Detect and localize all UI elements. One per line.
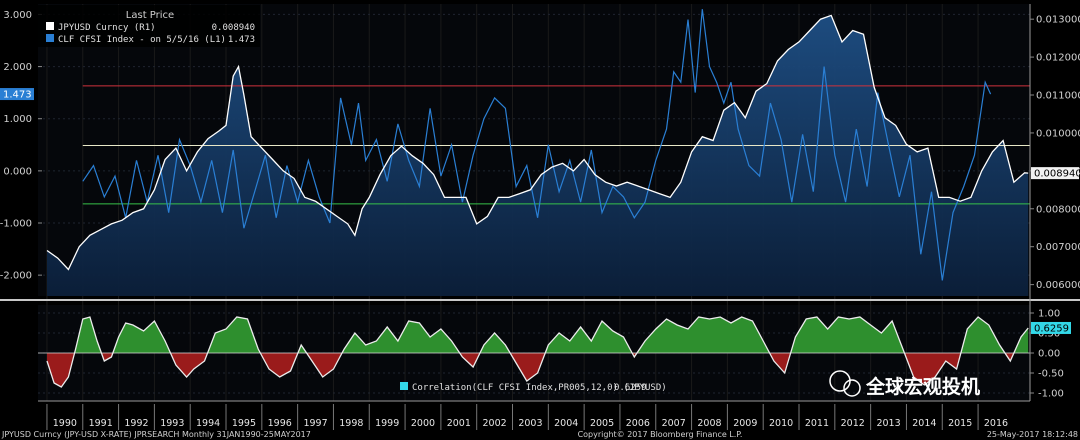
x-tick-label: 1994 [196,418,220,429]
x-tick-label: 1999 [375,418,399,429]
watermark: 全球宏观投机 [829,370,980,398]
x-tick-label: 2003 [518,418,542,429]
correlation-negative-area [47,353,1029,387]
wechat-icon-secondary [843,379,861,397]
x-tick-label: 2012 [841,418,865,429]
legend-swatch-cfsi [46,34,54,42]
x-tick-label: 1996 [268,418,292,429]
correlation-last-label: 0.6259 [1034,323,1069,334]
x-tick-label: 2011 [805,418,829,429]
x-tick-label: 1997 [303,418,327,429]
x-tick-label: 2000 [411,418,435,429]
watermark-text: 全球宏观投机 [865,375,980,398]
right-tick-label: 0.010000 [1036,128,1080,139]
left-tick-label: 2.000 [3,62,32,73]
x-tick-label: 1992 [124,418,148,429]
top-legend: Last Price JPYUSD Curncy (R1) 0.008940 C… [38,5,260,47]
cfsi-last-badge [0,88,34,101]
legend-swatch-jpyusd [46,22,54,30]
legend-jpyusd-name: JPYUSD Curncy (R1) [58,23,156,33]
right-tick-label: 0.012000 [1036,53,1080,64]
bottom-tick-label: 0.50 [1038,329,1060,340]
bottom-tick-label: 1.00 [1038,309,1060,320]
left-tick-label: 0.000 [3,166,32,177]
jpyusd-last-badge [1031,167,1079,180]
legend-correlation-value: 0.6259 [614,383,647,393]
x-tick-label: 1993 [160,418,184,429]
left-tick-label: 1.000 [3,114,32,125]
legend-swatch-correlation [400,382,408,390]
bottom-legend: Correlation(CLF CFSI Index,PR005,12,0) (… [400,382,667,393]
left-tick-label: -2.000 [0,271,32,282]
correlation-last-badge [1031,321,1071,334]
footer-right: 25-May-2017 18:12:48 [987,430,1078,439]
x-tick-label: 2010 [769,418,793,429]
bottom-tick-label: 0.00 [1038,349,1060,360]
left-tick-label: 3.000 [3,10,32,21]
bottom-tick-label: -0.50 [1038,369,1064,380]
bottom-tick-label: -1.00 [1038,389,1064,400]
footer-center: Copyright© 2017 Bloomberg Finance L.P. [578,430,743,439]
right-tick-label: 0.007000 [1036,242,1080,253]
cfsi-line [82,9,992,281]
right-tick-label: 0.006000 [1036,280,1080,291]
x-tick-label: 2008 [697,418,721,429]
x-tick-label: 2015 [948,418,972,429]
x-tick-label: 2004 [554,418,578,429]
left-tick-label: -1.000 [0,219,32,230]
legend-correlation-name: Correlation(CLF CFSI Index,PR005,12,0) (… [412,383,667,393]
cfsi-last-label: 1.473 [3,90,32,101]
legend-jpyusd-value: 0.008940 [212,23,255,33]
jpyusd-last-label: 0.008940 [1034,169,1080,180]
x-tick-label: 2016 [984,418,1008,429]
x-tick-label: 2009 [733,418,757,429]
x-tick-label: 2014 [912,418,936,429]
right-tick-label: 0.013000 [1036,15,1080,26]
legend-cfsi-name: CLF CFSI Index - on 5/5/16 (L1) [58,35,226,45]
jpyusd-line [46,14,1029,271]
legend-title: Last Price [126,10,174,21]
x-tick-label: 1995 [232,418,256,429]
x-tick-label: 2006 [626,418,650,429]
x-tick-label: 1990 [53,418,77,429]
x-tick-label: 1998 [339,418,363,429]
x-tick-label: 2002 [483,418,507,429]
legend-cfsi-value: 1.473 [228,35,255,45]
footer-left: JPYUSD Curncy (JPY-USD X-RATE) JPRSEARCH… [1,430,311,439]
right-tick-label: 0.008000 [1036,204,1080,215]
x-tick-label: 2005 [590,418,614,429]
x-tick-label: 1991 [89,418,113,429]
correlation-line [46,316,1029,388]
x-tick-label: 2013 [876,418,900,429]
right-tick-label: 0.011000 [1036,91,1080,102]
x-tick-label: 2001 [447,418,471,429]
x-tick-label: 2007 [662,418,686,429]
